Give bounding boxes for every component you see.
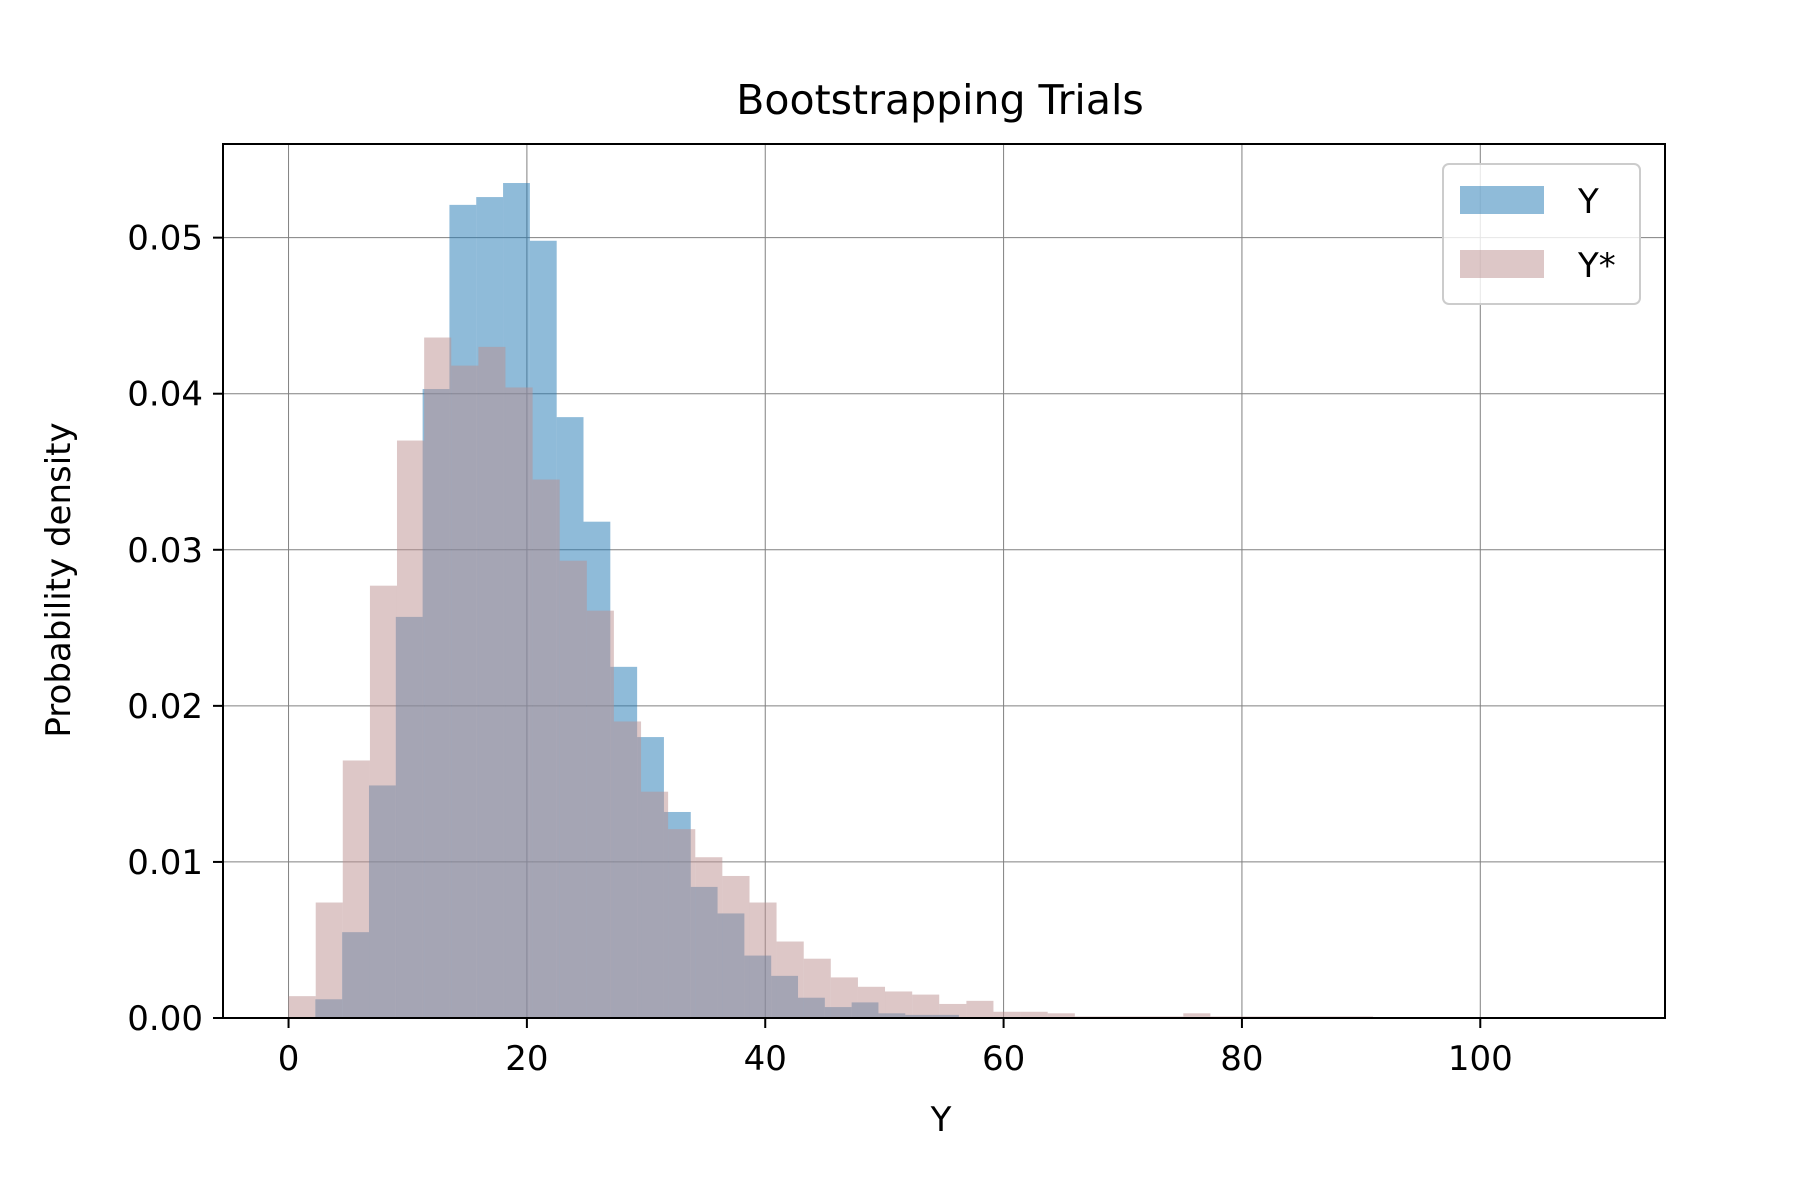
y-axis-label: Probability density (39, 422, 79, 737)
legend-swatch-y (1460, 186, 1544, 214)
x-tick-label: 80 (1220, 1039, 1263, 1079)
histogram-bar (505, 387, 533, 1018)
histogram-bar (532, 479, 560, 1018)
chart-title: Bootstrapping Trials (736, 76, 1143, 124)
x-tick-label: 20 (505, 1039, 548, 1079)
histogram-bar (803, 958, 831, 1018)
histogram-bar (830, 977, 858, 1018)
legend-label-y-star: Y* (1577, 246, 1616, 286)
histogram-bar (668, 829, 696, 1018)
histogram-bar (1183, 1013, 1211, 1018)
histogram-bar (641, 791, 669, 1018)
histogram-bar (369, 585, 397, 1018)
legend-label-y: Y (1577, 182, 1599, 222)
y-tick-label: 0.00 (127, 999, 203, 1039)
histogram-bar (315, 902, 343, 1018)
axis-ticks: 0 20 40 60 80 100 0.00 0.01 0.02 0.03 0.04 0.05 (127, 219, 1512, 1079)
x-tick-label: 100 (1448, 1039, 1513, 1079)
histogram-bar (695, 857, 723, 1018)
histogram-bar (966, 1000, 994, 1018)
histogram-bar (912, 994, 940, 1018)
histogram-bar (885, 991, 913, 1018)
histogram-bar (857, 986, 886, 1018)
histogram-bar (993, 1011, 1021, 1018)
histogram-bar (396, 440, 425, 1018)
histogram-bar (613, 721, 642, 1018)
histogram-bar (288, 996, 316, 1018)
histogram-bar (722, 875, 750, 1018)
series-y-star (288, 337, 1374, 1019)
histogram-bar (559, 560, 587, 1018)
plot-frame (222, 143, 1666, 1019)
x-tick-label: 40 (744, 1039, 787, 1079)
x-tick-label: 0 (278, 1039, 300, 1079)
y-tick-label: 0.03 (127, 531, 203, 571)
legend-swatch-y-star (1460, 250, 1544, 278)
x-axis-label: Y (930, 1100, 952, 1140)
histogram-bar (776, 941, 804, 1018)
histogram-bars (288, 183, 1374, 1019)
histogram-bar (749, 902, 777, 1018)
histogram-bar (478, 346, 506, 1019)
histogram-bar (939, 1003, 967, 1018)
y-tick-label: 0.05 (127, 219, 203, 259)
histogram-bar (451, 365, 479, 1018)
y-tick-label: 0.04 (127, 375, 203, 415)
histogram-bar (1047, 1013, 1075, 1018)
histogram-bar (1020, 1011, 1048, 1018)
histogram-bar (424, 337, 452, 1018)
histogram-bar (342, 760, 370, 1018)
legend: Y Y* (1442, 163, 1641, 305)
histogram-bar (586, 610, 614, 1018)
y-tick-label: 0.02 (127, 687, 203, 727)
x-tick-label: 60 (982, 1039, 1025, 1079)
y-tick-label: 0.01 (127, 843, 203, 883)
